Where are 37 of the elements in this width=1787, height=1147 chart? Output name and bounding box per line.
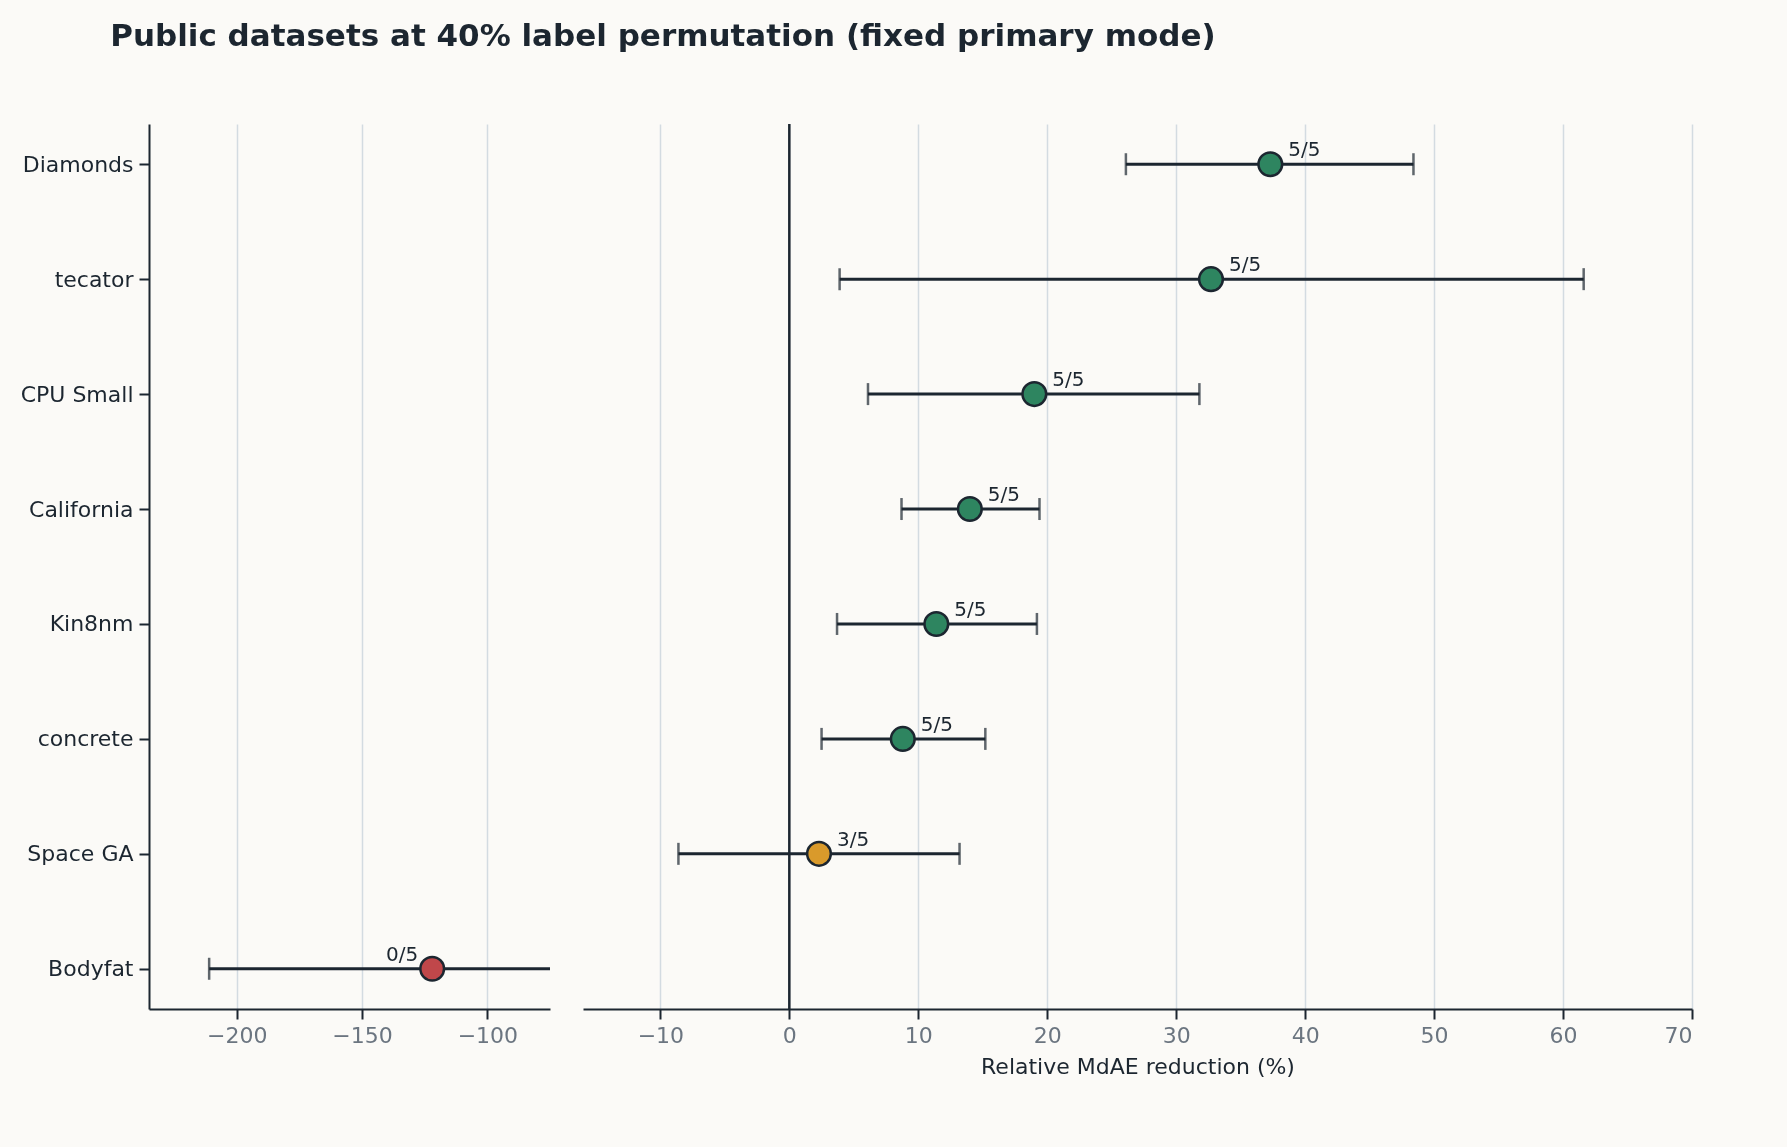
point bbox=[1197, 266, 1225, 293]
annotation: 3/5 bbox=[836, 826, 870, 851]
y-tick-label: concrete bbox=[37, 726, 134, 752]
point bbox=[1257, 151, 1284, 178]
x-tick-label: −10 bbox=[637, 1022, 685, 1048]
annotation: 0/5 bbox=[386, 941, 419, 966]
point bbox=[1021, 381, 1048, 408]
x-tick-label: 10 bbox=[904, 1022, 933, 1048]
point bbox=[889, 725, 916, 752]
y-tick-label: Diamonds bbox=[22, 151, 134, 177]
y-tick-label: Bodyfat bbox=[48, 956, 134, 982]
y-tick-label: tecator bbox=[54, 266, 135, 292]
x-tick-label: −100 bbox=[457, 1022, 519, 1048]
point bbox=[805, 840, 833, 867]
annotation: 5/5 bbox=[1288, 137, 1321, 162]
y-tick-label: California bbox=[29, 496, 134, 522]
x-tick-label: 20 bbox=[1033, 1022, 1062, 1048]
annotation: 5/5 bbox=[1229, 252, 1262, 277]
x-tick-label: −200 bbox=[207, 1022, 268, 1048]
x-tick-label: 70 bbox=[1664, 1022, 1693, 1048]
annotation: 5/5 bbox=[954, 596, 987, 621]
text: Public datasets at 40% label permutation (fixed primary mode) bbox=[110, 16, 1216, 53]
x-tick-label: 50 bbox=[1420, 1022, 1449, 1048]
annotation: 5/5 bbox=[920, 711, 953, 736]
x-tick-label: 60 bbox=[1549, 1022, 1578, 1048]
x-tick-label: −150 bbox=[332, 1022, 393, 1048]
annotation: 5/5 bbox=[1052, 367, 1085, 392]
y-tick-label: Kin8nm bbox=[49, 611, 134, 637]
y-tick-label: CPU Small bbox=[20, 381, 134, 407]
x-tick-label: 30 bbox=[1162, 1022, 1191, 1048]
x-tick-label: 0 bbox=[782, 1022, 797, 1048]
annotation: 5/5 bbox=[987, 482, 1021, 507]
x-tick-label: 40 bbox=[1291, 1022, 1320, 1048]
point bbox=[956, 495, 983, 523]
point bbox=[923, 610, 950, 638]
y-tick-label: Space GA bbox=[27, 841, 134, 867]
x-axis-title: Relative MdAE reduction (%) bbox=[981, 1053, 1295, 1079]
